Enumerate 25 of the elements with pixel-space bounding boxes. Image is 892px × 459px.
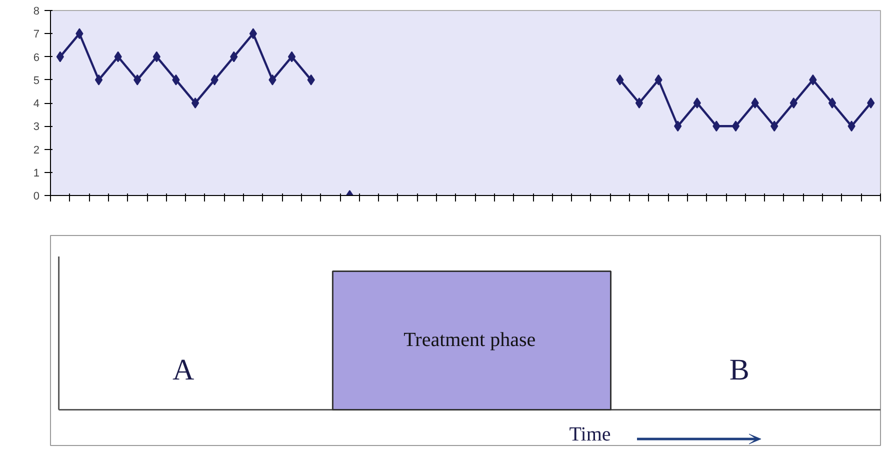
y-tick-label: 4 [33,98,40,110]
y-tick-label: 7 [33,28,40,41]
y-tick-label: 6 [33,52,40,64]
point [790,98,798,108]
y-tick-label: 5 [33,74,40,87]
point [288,51,296,62]
text: A [172,354,194,387]
y-tick-label: 2 [33,144,40,156]
text: Treatment phase [404,329,536,351]
text: B [729,354,750,387]
point [191,98,200,108]
text: Time [569,424,611,446]
point [635,98,644,108]
point [249,28,258,40]
y-tick-label: 3 [33,121,40,134]
point [867,98,875,108]
y-tick-label: 1 [33,167,40,180]
y-tick-label: 0 [33,190,40,202]
point [751,98,759,108]
point [674,120,682,132]
point [828,98,836,108]
y-tick-label: 8 [33,6,40,18]
point [693,98,701,108]
point [732,120,740,132]
point [94,74,103,86]
